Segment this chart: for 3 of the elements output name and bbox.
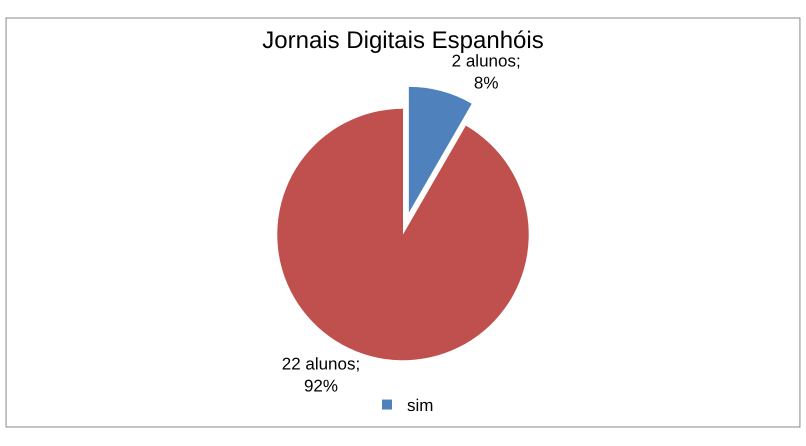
data-label: 22 alunos; 92%	[282, 354, 360, 396]
legend-label: sim	[407, 396, 434, 416]
chart-title: Jornais Digitais Espanhóis	[262, 27, 544, 54]
